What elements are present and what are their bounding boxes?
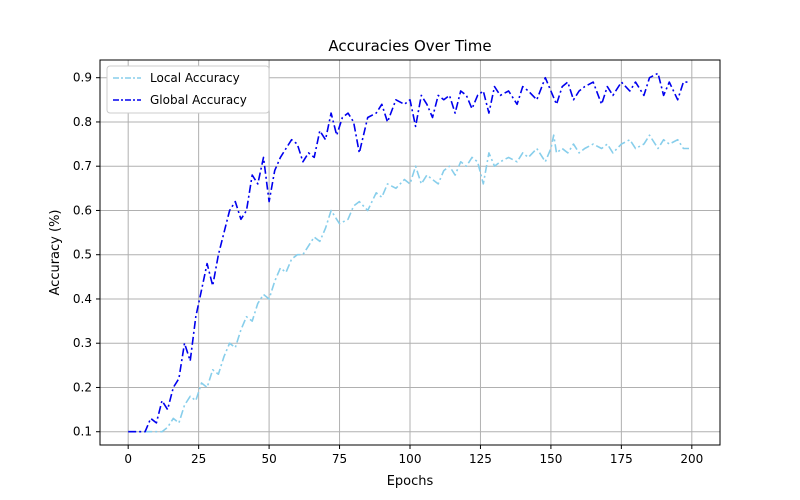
- x-tick-label: 175: [610, 452, 633, 466]
- y-tick-label: 0.6: [73, 203, 92, 217]
- x-tick-label: 75: [332, 452, 347, 466]
- x-axis-label: Epochs: [387, 474, 434, 489]
- series-line-local-accuracy: [128, 134, 689, 433]
- grid: [100, 60, 720, 445]
- legend: Local Accuracy Global Accuracy: [106, 65, 270, 114]
- chart-title: Accuracies Over Time: [328, 37, 491, 55]
- x-tick-label: 0: [124, 452, 132, 466]
- legend-label: Local Accuracy: [150, 71, 240, 85]
- y-tick-label: 0.1: [73, 425, 92, 439]
- ticks: 0 25 50 75 100 125 150 175 200 0.1 0.2 0.3 0.4 0.5 0.6…: [73, 71, 703, 466]
- y-axis-label: Accuracy (%): [48, 210, 63, 296]
- x-tick-label: 125: [469, 452, 492, 466]
- y-tick-label: 0.3: [73, 336, 92, 350]
- series-line-global-accuracy: [128, 72, 689, 433]
- legend-label: Global Accuracy: [150, 93, 247, 107]
- y-tick-label: 0.7: [73, 159, 92, 173]
- x-tick-label: 150: [539, 452, 562, 466]
- legend-box: [106, 65, 270, 114]
- y-tick-label: 0.2: [73, 380, 92, 394]
- x-tick-label: 50: [261, 452, 276, 466]
- y-tick-label: 0.5: [73, 248, 92, 262]
- x-tick-label: 100: [399, 452, 422, 466]
- series-layer: [128, 72, 689, 433]
- x-tick-label: 25: [191, 452, 206, 466]
- y-tick-label: 0.4: [73, 292, 92, 306]
- y-tick-label: 0.9: [73, 71, 92, 85]
- y-tick-label: 0.8: [73, 115, 92, 129]
- x-tick-label: 200: [680, 452, 703, 466]
